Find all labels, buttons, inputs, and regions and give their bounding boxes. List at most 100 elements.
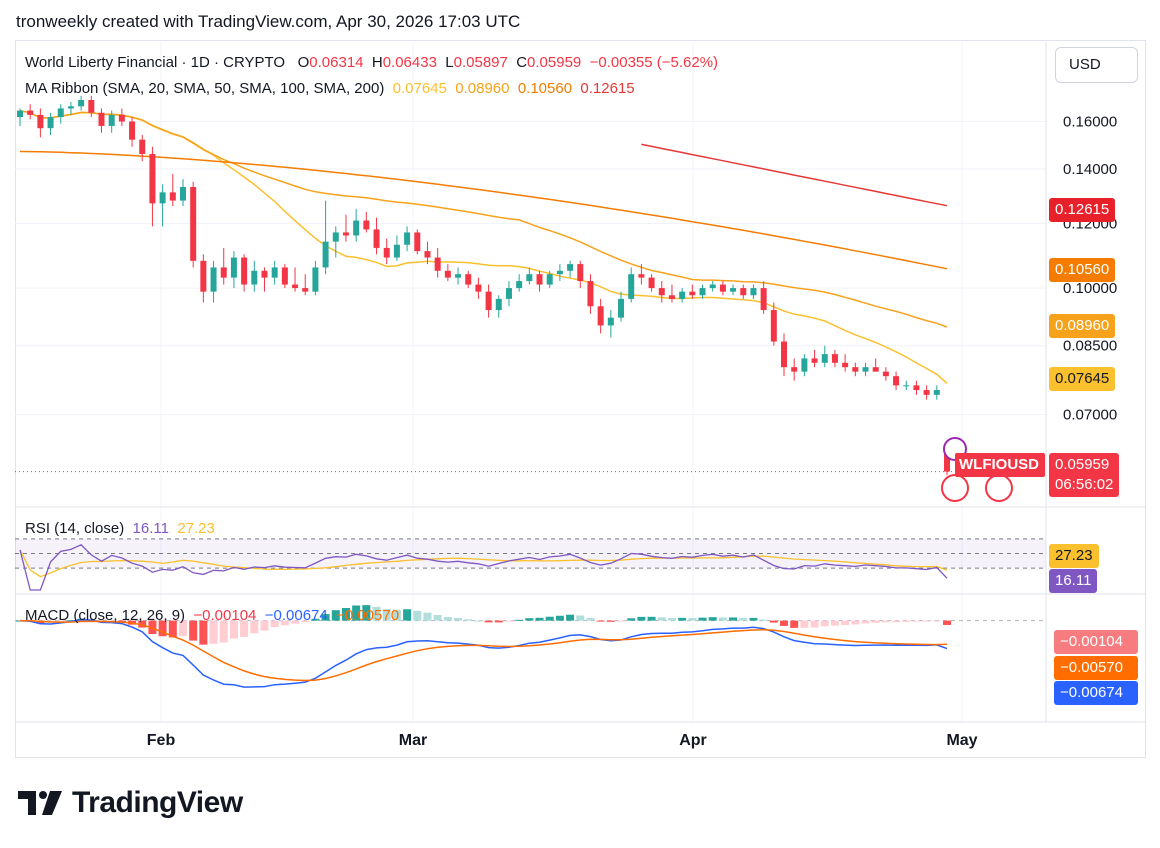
candle-body <box>169 192 176 201</box>
close-label: C <box>516 54 528 71</box>
macd-histogram-bar <box>382 609 391 621</box>
macd-histogram-bar <box>392 609 401 621</box>
candle-body <box>638 274 645 278</box>
candle-body <box>679 291 686 299</box>
macd-histogram-bar <box>535 617 544 621</box>
candle-body <box>434 257 441 271</box>
candle-body <box>17 110 23 118</box>
macd-histogram-bar <box>433 614 442 621</box>
candle-body <box>933 390 940 395</box>
candle-body <box>424 251 431 258</box>
candle-body <box>261 270 268 278</box>
rsi-legend: RSI (14, close) 16.11 27.23 <box>25 520 215 537</box>
macd-line <box>19 618 948 688</box>
macd-histogram-bar <box>790 620 799 628</box>
price-tick-label: 0.14000 <box>1063 161 1117 178</box>
candle-body <box>852 367 859 372</box>
macd-histogram-bar <box>168 620 177 638</box>
candle-body <box>129 121 136 140</box>
macd-histogram-bar <box>698 617 707 621</box>
macd-histogram-bar <box>178 620 187 636</box>
macd-histogram-bar <box>830 620 839 626</box>
candle-body <box>47 117 54 129</box>
rsi-line <box>19 544 948 591</box>
candle-body <box>78 100 85 107</box>
candle-body <box>791 367 798 372</box>
macd-histogram-bar <box>912 620 921 622</box>
candle-body <box>505 288 512 299</box>
chart-header: tronweekly created with TradingView.com,… <box>16 12 521 31</box>
candle-body <box>414 232 421 252</box>
last-price: 0.05959 <box>1055 456 1110 473</box>
macd-histogram-bar <box>627 618 636 621</box>
macd-histogram-bar <box>851 620 860 625</box>
macd-histogram-bar <box>943 620 951 625</box>
macd-histogram-bar <box>739 618 748 621</box>
macd-histogram-bar <box>321 614 330 621</box>
macd-histogram-bar <box>66 620 75 622</box>
rsi-badge: 16.11 <box>1049 569 1098 593</box>
tradingview-logo-icon <box>18 791 62 815</box>
macd-histogram-bar <box>403 609 412 621</box>
macd-histogram-bar <box>158 620 167 637</box>
macd-histogram-bar <box>566 614 575 621</box>
time-tick-label: May <box>946 732 977 749</box>
ma20-badge: 0.07645 <box>1049 367 1116 391</box>
candle-body <box>577 264 584 282</box>
candle-body <box>709 284 716 289</box>
candle-body <box>893 376 900 386</box>
candle-body <box>730 288 737 292</box>
macd-histogram-bar <box>678 617 687 621</box>
candle-body <box>944 451 950 472</box>
candle-body <box>862 367 869 372</box>
tradingview-logo[interactable]: TradingView <box>18 786 243 820</box>
macd-histogram-bar <box>189 620 198 641</box>
macd-hist-badge: −0.00104 <box>1054 630 1138 654</box>
candle-body <box>312 267 319 292</box>
ma100-line <box>19 150 948 270</box>
candle-body <box>353 220 360 236</box>
macd-signal-value: −0.00570 <box>336 607 400 624</box>
candle-body <box>108 114 115 126</box>
candle-body <box>383 247 390 258</box>
candle-body <box>27 110 34 115</box>
symbol-badge[interactable]: WLFIOUSD <box>955 453 1045 477</box>
candle-body <box>210 267 217 292</box>
candle-body <box>179 187 186 201</box>
macd-histogram-bar <box>311 618 320 621</box>
us-flag-icon <box>985 474 1013 502</box>
candle-body <box>455 274 462 278</box>
macd-histogram-bar <box>362 605 371 621</box>
ma100-badge: 0.10560 <box>1049 258 1116 282</box>
brand-wordmark: TradingView <box>72 786 243 819</box>
high-label: H <box>371 54 383 71</box>
currency-button[interactable]: USD <box>1055 47 1138 83</box>
macd-histogram-bar <box>657 617 666 621</box>
candle-body <box>801 358 808 372</box>
candle-body <box>903 385 910 387</box>
candle-body <box>57 108 64 118</box>
macd-hist-value: −0.00104 <box>193 607 257 624</box>
macd-signal-badge: −0.00570 <box>1054 656 1138 680</box>
candle-body <box>648 277 655 289</box>
candle-body <box>404 232 411 245</box>
candle-body <box>332 232 339 242</box>
macd-histogram-bar <box>372 606 381 621</box>
candle-body <box>607 317 614 326</box>
candle-body <box>98 112 105 126</box>
candle-body <box>842 362 849 368</box>
macd-histogram-bar <box>260 620 269 631</box>
macd-histogram-bar <box>780 620 789 626</box>
time-tick-label: Feb <box>147 732 176 749</box>
ma20-value: 0.07645 <box>392 80 447 97</box>
macd-histogram-bar <box>148 620 157 635</box>
ma200-line <box>641 143 948 207</box>
macd-histogram-bar <box>861 620 870 624</box>
macd-histogram-bar <box>932 620 941 622</box>
macd-histogram-bar <box>504 620 513 622</box>
macd-histogram-bar <box>667 617 676 621</box>
candle-body <box>118 114 125 122</box>
macd-histogram-bar <box>759 619 768 621</box>
macd-histogram-bar <box>199 620 208 645</box>
